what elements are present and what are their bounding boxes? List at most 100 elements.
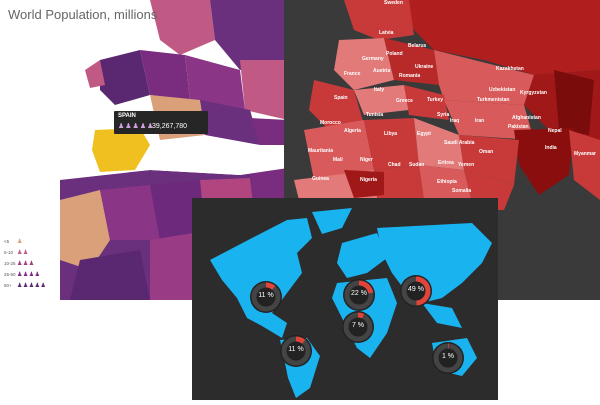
world-donut-panel: 11 % 22 % 49 % 7 % 11 % 1 %: [192, 198, 498, 400]
region-shape[interactable]: [60, 190, 110, 270]
country-label: Tunisia: [366, 112, 384, 118]
blue-world-map: [210, 208, 492, 398]
country-label: Uzbekistan: [489, 87, 516, 93]
legend-row: 5-10 ♟♟: [4, 247, 46, 258]
country-label: Niger: [360, 157, 373, 163]
region-shape[interactable]: [100, 185, 160, 240]
country-label: Austria: [373, 68, 391, 74]
region-shape[interactable]: [344, 0, 414, 40]
nigeria-shape[interactable]: [344, 170, 384, 198]
donut-label: 7 %: [351, 322, 365, 329]
region-shape[interactable]: [100, 50, 150, 105]
country-label: Iraq: [450, 118, 460, 124]
region-shape[interactable]: [554, 70, 594, 135]
asia-shape[interactable]: [377, 223, 492, 303]
country-label: Turkmenistan: [477, 97, 510, 103]
country-label: Afghanistan: [512, 115, 541, 121]
region-shape[interactable]: [240, 60, 288, 120]
greenland-shape[interactable]: [312, 208, 352, 234]
donut-arc[interactable]: [281, 336, 311, 366]
country-label: Oman: [479, 149, 494, 155]
region-shape[interactable]: [150, 0, 215, 55]
country-label: India: [545, 145, 557, 151]
legend-row: 25-50 ♟♟♟♟: [4, 269, 46, 280]
tooltip-value: 39,267,780: [152, 123, 188, 130]
europe-shape[interactable]: [337, 233, 387, 278]
legend-label: <5: [4, 239, 10, 244]
tooltip-country: SPAIN: [118, 113, 136, 119]
region-shape[interactable]: [414, 118, 464, 170]
country-label: Italy: [374, 87, 385, 93]
country-label: Mauritania: [308, 148, 334, 154]
people-icon: ♟♟♟♟♟: [118, 123, 155, 130]
region-shape[interactable]: [210, 0, 288, 70]
region-shape[interactable]: [140, 50, 190, 100]
country-label: Kyrgyzstan: [520, 90, 547, 96]
country-label: Sweden: [384, 0, 403, 6]
region-shape[interactable]: [309, 80, 364, 130]
donut-arc[interactable]: [344, 280, 374, 310]
north-america-shape[interactable]: [210, 218, 312, 338]
population-legend: <5 ♟ 5-10 ♟♟ 10-25 ♟♟♟ 25-50 ♟♟♟♟ 50+ ♟♟…: [4, 236, 46, 291]
country-label: Egypt: [417, 131, 431, 137]
country-label: Spain: [334, 95, 348, 101]
country-label: Germany: [362, 56, 384, 62]
country-label: Somalia: [452, 188, 472, 194]
people-icon: ♟♟♟♟: [17, 272, 41, 278]
country-label: Belarus: [408, 43, 427, 49]
people-icon: ♟♟: [17, 250, 29, 256]
donut-label: 49 %: [408, 286, 424, 293]
region-shape[interactable]: [250, 118, 288, 145]
region-shape[interactable]: [304, 120, 374, 180]
country-label: Saudi Arabia: [444, 140, 475, 146]
spain-shape[interactable]: [92, 128, 150, 172]
donut-arc[interactable]: [401, 276, 431, 306]
legend-row: <5 ♟: [4, 236, 46, 247]
region-shape[interactable]: [70, 250, 150, 300]
country-label: Guinea: [312, 176, 329, 182]
country-label: France: [344, 71, 361, 77]
country-label: Ethiopia: [437, 179, 457, 185]
country-label: Ukraine: [415, 64, 434, 70]
region-shape[interactable]: [384, 38, 439, 85]
country-label: Turkey: [427, 97, 444, 103]
legend-label: 25-50: [4, 272, 16, 277]
country-label: Chad: [388, 162, 401, 168]
map-title: World Population, millions: [8, 7, 158, 22]
country-label: Nepal: [548, 128, 562, 134]
legend-label: 5-10: [4, 250, 14, 255]
country-label: Algeria: [344, 128, 361, 134]
country-label: Libya: [384, 131, 398, 137]
country-label: Pakistan: [508, 124, 529, 130]
country-label: Greece: [396, 98, 413, 104]
region-shape[interactable]: [85, 60, 105, 88]
region-shape[interactable]: [569, 130, 600, 200]
country-label: Romania: [399, 73, 421, 79]
country-label: Poland: [386, 51, 403, 57]
region-shape[interactable]: [364, 118, 419, 170]
region-shape[interactable]: [150, 180, 205, 240]
region-shape[interactable]: [459, 135, 519, 185]
donut-label: 11 %: [288, 346, 304, 353]
india-shape[interactable]: [514, 128, 574, 195]
country-label: Morocco: [320, 120, 341, 126]
people-icon: ♟♟♟: [17, 261, 35, 267]
donut-arc[interactable]: [343, 312, 373, 342]
donut-layer: [250, 275, 464, 374]
donut-label: 11 %: [258, 292, 274, 299]
country-label: Iran: [475, 118, 485, 124]
russia-shape[interactable]: [404, 0, 600, 75]
southeast-asia-shape[interactable]: [422, 303, 462, 328]
donut-arc[interactable]: [433, 343, 463, 373]
region-shape[interactable]: [334, 38, 394, 90]
region-shape[interactable]: [354, 85, 409, 115]
region-shape[interactable]: [404, 85, 449, 120]
country-tooltip: SPAIN ♟♟♟♟♟ 39,267,780: [114, 111, 208, 134]
country-label: Myanmar: [574, 151, 596, 157]
region-shape[interactable]: [185, 55, 245, 110]
donut-arc[interactable]: [251, 282, 281, 312]
region-shape[interactable]: [200, 100, 260, 145]
country-label: Nigeria: [360, 177, 377, 183]
region-shape[interactable]: [434, 50, 534, 105]
region-shape[interactable]: [444, 100, 534, 140]
